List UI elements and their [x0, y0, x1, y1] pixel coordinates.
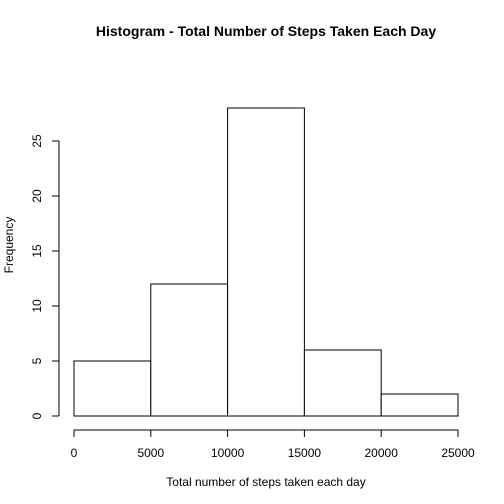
bars-group: [73, 107, 459, 417]
histogram-bar: [380, 393, 459, 417]
histogram-bar: [150, 283, 229, 417]
x-axis: 0 5000 10000 15000 20000 25000: [71, 429, 475, 460]
histogram-bar: [73, 360, 152, 417]
x-tick-label: 15000: [288, 446, 322, 460]
y-tick-label: 25: [30, 134, 44, 148]
y-tick-label: 15: [30, 244, 44, 258]
x-axis-label: Total number of steps taken each day: [166, 475, 365, 489]
y-tick-label: 0: [30, 412, 44, 419]
y-tick-label: 20: [30, 189, 44, 203]
y-axis: 0 5 10 15 20 25: [30, 134, 60, 419]
chart-title: Histogram - Total Number of Steps Taken …: [96, 23, 436, 39]
x-tick-label: 0: [71, 446, 78, 460]
histogram-bar: [227, 107, 305, 417]
x-tick-label: 25000: [441, 446, 475, 460]
x-tick-label: 20000: [365, 446, 399, 460]
histogram-bar: [303, 349, 382, 417]
x-tick-label: 10000: [211, 446, 245, 460]
y-tick-label: 10: [30, 299, 44, 313]
y-tick-label: 5: [30, 357, 44, 364]
x-tick-label: 5000: [137, 446, 164, 460]
y-axis-label: Frequency: [2, 217, 16, 274]
